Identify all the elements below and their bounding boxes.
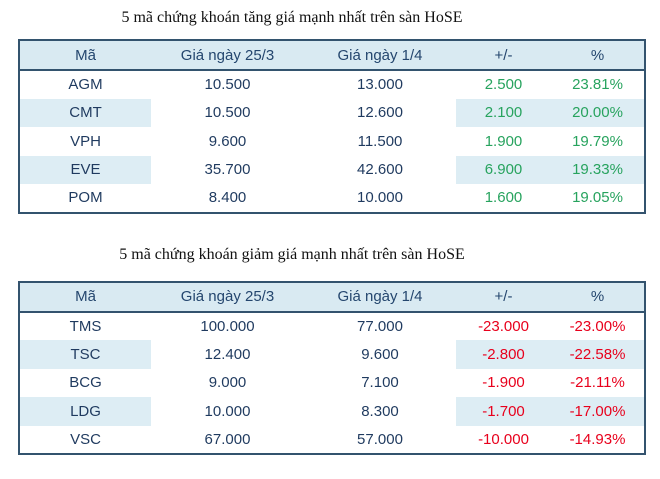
cell-change: -2.800 [456, 340, 551, 369]
cell-price-1-4: 9.600 [361, 345, 399, 363]
table-row: AGM 10.500 13.000 2.500 23.81% [19, 70, 645, 99]
cell-price-25-3: 9.600 [208, 132, 247, 150]
gainers-table-title: 5 mã chứng khoán tăng giá mạnh nhất trên… [121, 9, 463, 26]
cell-price-25-3: 12.400 [204, 345, 251, 363]
losers-section: 5 mã chứng khoán giảm giá mạnh nhất trên… [0, 244, 660, 455]
cell-price-25-3: 9.000 [208, 374, 247, 392]
col-header-price-25-3: Giá ngày 25/3 [180, 46, 275, 64]
cell-price-25-3: 10.500 [204, 104, 251, 122]
cell-percent: 19.33% [551, 155, 645, 184]
losers-table-title: 5 mã chứng khoán giảm giá mạnh nhất trên… [119, 245, 465, 263]
cell-price-1-4: 77.000 [357, 317, 403, 335]
col-header-price-1-4: Giá ngày 1/4 [337, 288, 423, 305]
losers-header-row: Mã Giá ngày 25/3 Giá ngày 1/4 +/- % [19, 281, 645, 312]
cell-change: 2.500 [484, 76, 523, 94]
gainers-section: 5 mã chứng khoán tăng giá mạnh nhất trên… [0, 7, 660, 214]
cell-price-1-4: 57.000 [357, 430, 403, 448]
table-row: CMT 10.500 12.600 2.100 20.00% [19, 98, 645, 127]
cell-code: TMS [69, 317, 102, 335]
col-header-price-25-3: Giá ngày 25/3 [180, 288, 275, 305]
cell-price-1-4: 12.600 [357, 104, 403, 122]
cell-price-1-4: 11.500 [357, 132, 403, 150]
cell-price-1-4: 42.600 [357, 161, 403, 179]
cell-price-25-3: 100.000 [200, 317, 255, 335]
cell-price-1-4: 7.100 [361, 374, 399, 392]
cell-code: VPH [70, 132, 101, 150]
cell-change: 6.900 [456, 155, 551, 184]
cell-percent: 19.05% [572, 189, 623, 207]
cell-price-1-4: 10.000 [357, 189, 403, 207]
cell-code: TSC [19, 340, 151, 369]
col-header-percent: % [590, 288, 605, 305]
cell-code: AGM [68, 76, 103, 94]
table-row: TMS 100.000 77.000 -23.000 -23.00% [19, 312, 645, 341]
table-row: EVE 35.700 42.600 6.900 19.33% [19, 155, 645, 184]
cell-price-25-3: 10.000 [204, 402, 251, 420]
table-row: VSC 67.000 57.000 -10.000 -14.93% [19, 426, 645, 455]
table-row: VPH 9.600 11.500 1.900 19.79% [19, 127, 645, 156]
cell-code: LDG [19, 397, 151, 426]
losers-table: Mã Giá ngày 25/3 Giá ngày 1/4 +/- % TMS … [18, 280, 646, 455]
col-header-change: +/- [494, 46, 513, 64]
cell-percent: -23.00% [569, 317, 626, 335]
cell-percent: -14.93% [569, 430, 626, 448]
cell-change: -23.000 [478, 317, 529, 335]
cell-price-25-3: 67.000 [204, 430, 251, 448]
col-header-code: Mã [75, 288, 96, 305]
cell-percent: -17.00% [551, 397, 645, 426]
cell-change: 1.600 [484, 189, 523, 207]
cell-percent: -22.58% [551, 340, 645, 369]
cell-percent: -21.11% [570, 374, 625, 392]
cell-change: -1.700 [456, 397, 551, 426]
gainers-table: Mã Giá ngày 25/3 Giá ngày 1/4 +/- % AGM … [18, 39, 646, 214]
cell-price-25-3: 8.400 [208, 189, 247, 207]
table-row: TSC 12.400 9.600 -2.800 -22.58% [19, 340, 645, 369]
gainers-header-row: Mã Giá ngày 25/3 Giá ngày 1/4 +/- % [19, 40, 645, 70]
col-header-code: Mã [75, 46, 96, 64]
col-header-price-1-4: Giá ngày 1/4 [337, 46, 423, 64]
cell-price-1-4: 8.300 [361, 402, 399, 420]
cell-change: -10.000 [478, 430, 529, 448]
cell-percent: 20.00% [551, 98, 645, 127]
cell-price-1-4: 13.000 [357, 76, 403, 94]
cell-code: CMT [19, 98, 151, 127]
cell-price-25-3: 35.700 [204, 161, 251, 179]
table-row: LDG 10.000 8.300 -1.700 -17.00% [19, 397, 645, 426]
cell-code: VSC [70, 430, 101, 448]
cell-code: EVE [19, 155, 151, 184]
col-header-change: +/- [494, 288, 513, 305]
col-header-percent: % [590, 46, 605, 64]
cell-code: POM [68, 189, 103, 207]
table-row: BCG 9.000 7.100 -1.900 -21.11% [19, 369, 645, 398]
cell-percent: 23.81% [572, 76, 623, 94]
cell-price-25-3: 10.500 [204, 76, 251, 94]
cell-percent: 19.79% [572, 132, 623, 150]
cell-change: 2.100 [456, 98, 551, 127]
cell-change: 1.900 [484, 132, 523, 150]
table-row: POM 8.400 10.000 1.600 19.05% [19, 184, 645, 213]
cell-code: BCG [69, 374, 102, 392]
cell-change: -1.900 [482, 374, 525, 392]
